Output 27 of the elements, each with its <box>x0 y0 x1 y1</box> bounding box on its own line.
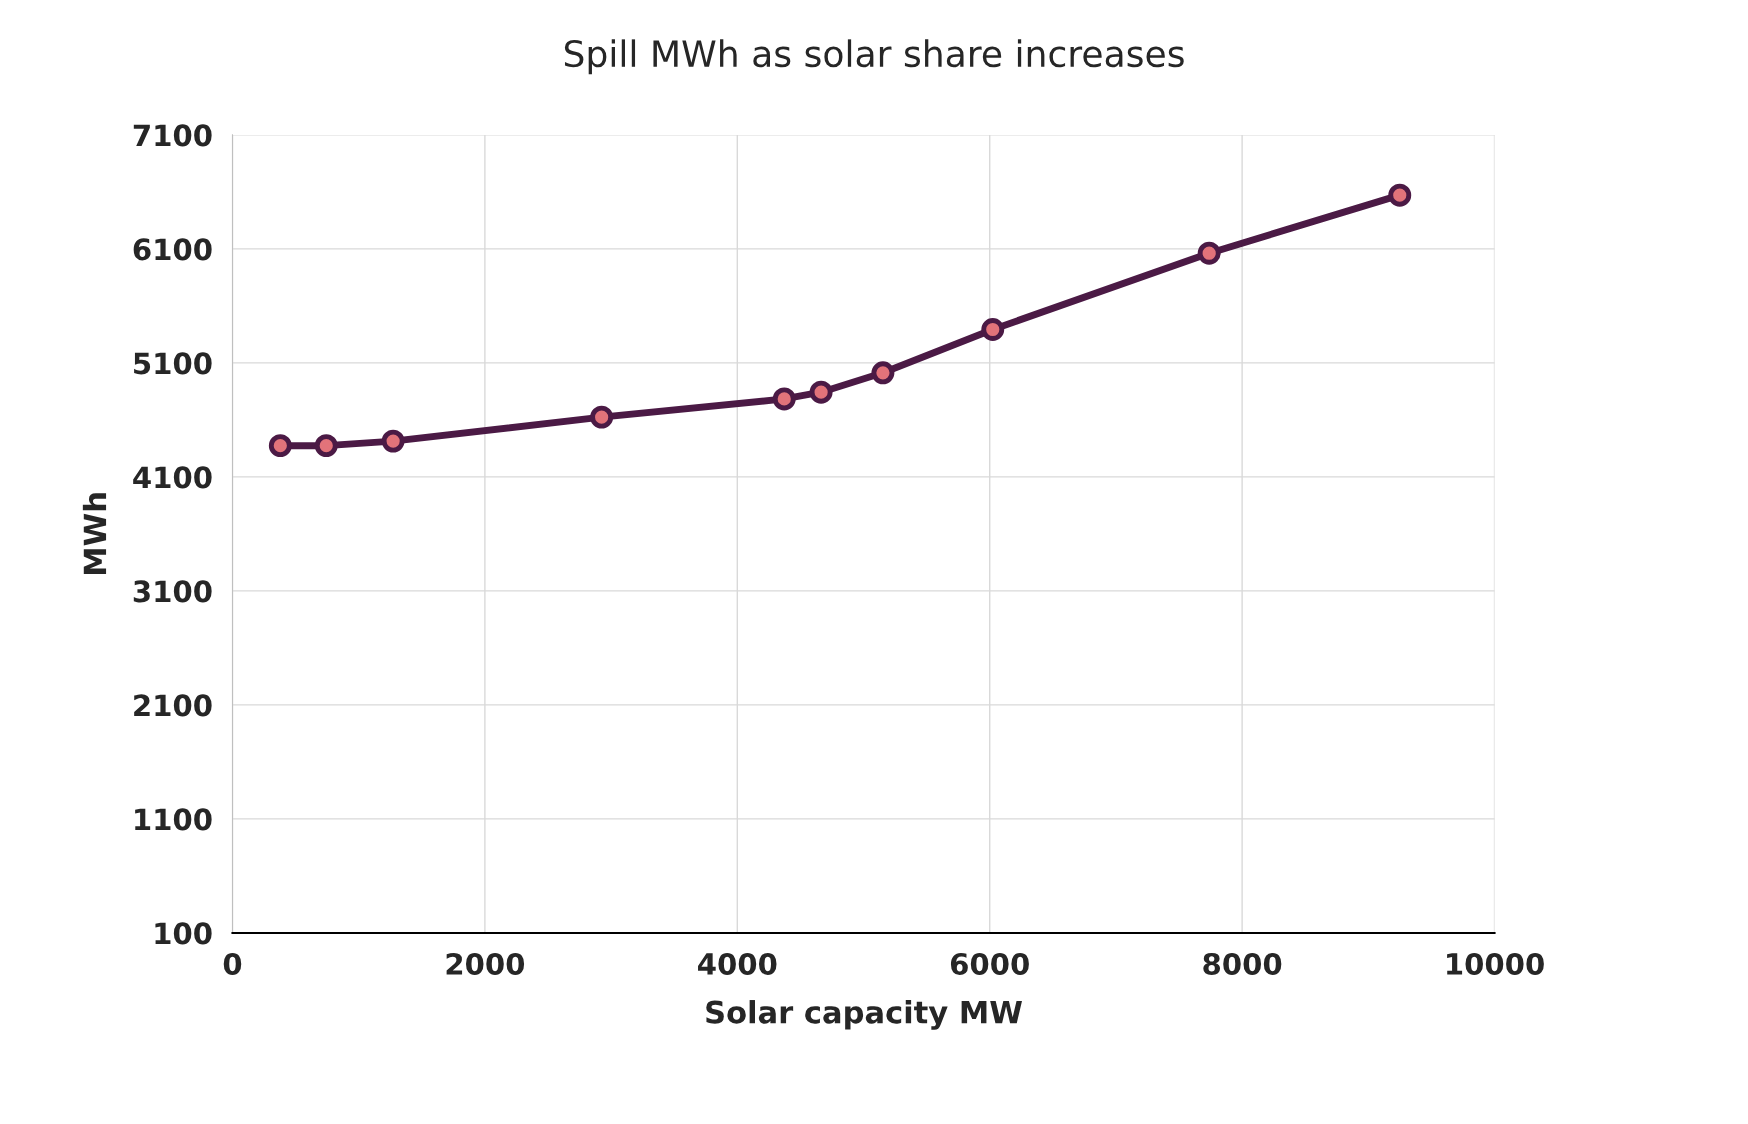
y-tick-label: 2100 <box>134 694 212 717</box>
x-tick-label: 0 <box>223 952 242 975</box>
point <box>871 361 895 385</box>
point <box>381 429 405 453</box>
y-tick-label: 4100 <box>133 466 212 489</box>
y-tick-label: 100 <box>155 922 212 945</box>
y-axis-title: MWh <box>82 493 107 575</box>
y-tick-label: 3100 <box>133 580 212 603</box>
point <box>981 318 1005 341</box>
x-tick-label: 4000 <box>698 952 777 975</box>
point <box>314 434 338 458</box>
point <box>772 387 796 411</box>
y-tick-label: 1100 <box>135 808 212 831</box>
y-tick-label: 7100 <box>133 124 212 147</box>
point <box>1388 183 1412 207</box>
x-tick-label: 8000 <box>1203 952 1282 975</box>
point <box>1197 241 1221 265</box>
point <box>268 434 292 458</box>
y-tick-label: 6100 <box>133 238 212 261</box>
point <box>590 405 614 429</box>
x-tick-label: 10000 <box>1447 952 1544 975</box>
chart-title: Spill MWh as solar share increases <box>564 39 1184 75</box>
x-tick-label: 6000 <box>950 952 1029 975</box>
x-tick-label: 2000 <box>446 952 525 975</box>
x-axis-title: Solar capacity MW <box>706 1000 1022 1030</box>
point <box>809 380 833 404</box>
y-tick-label: 5100 <box>134 352 212 375</box>
